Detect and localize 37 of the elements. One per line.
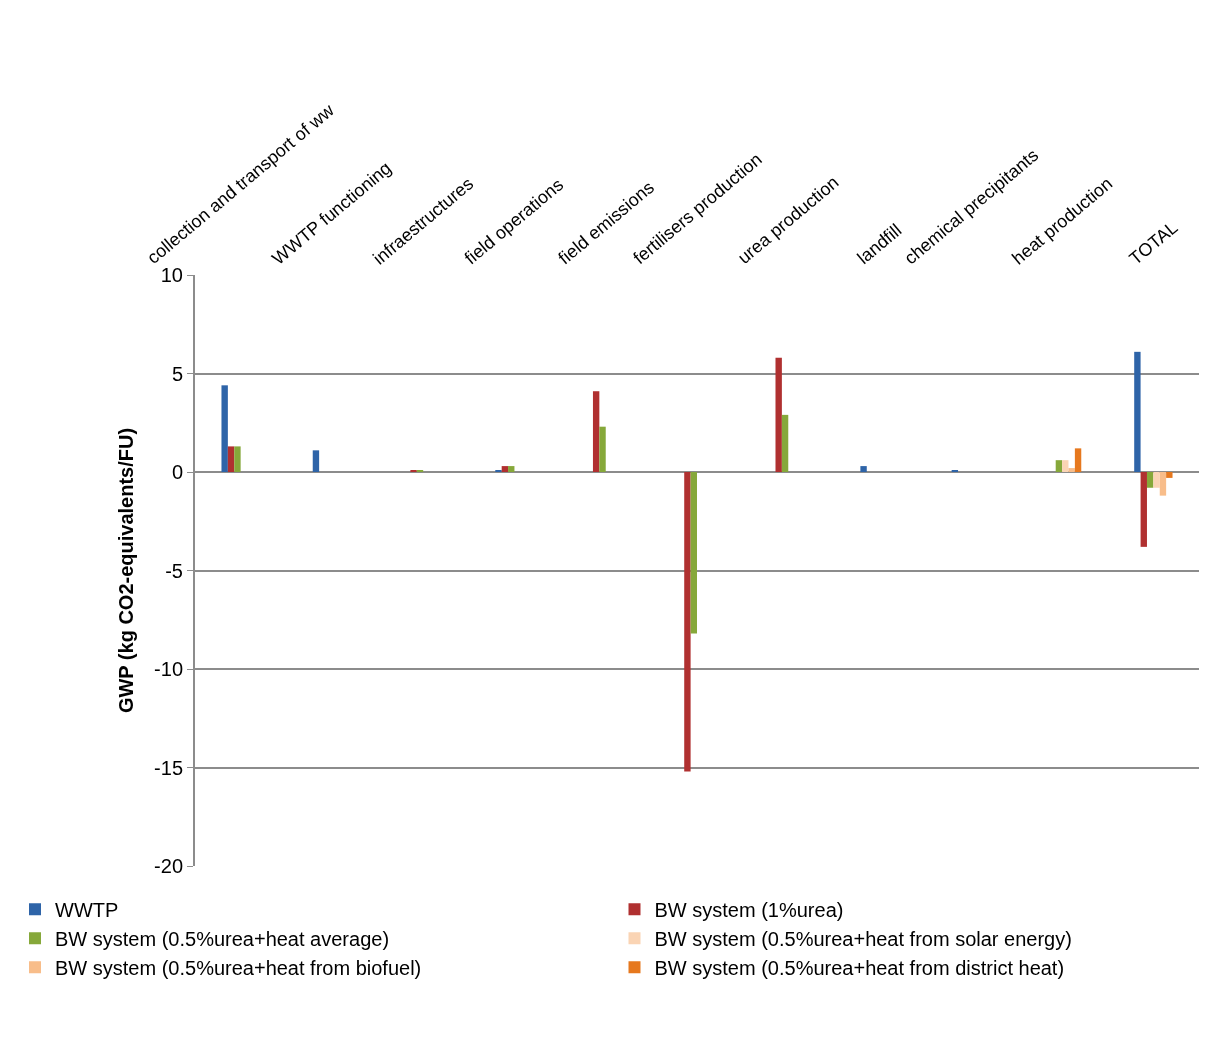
y-tick-label: -10: [154, 658, 183, 680]
bar: [1159, 472, 1167, 496]
bar: [1068, 468, 1075, 472]
y-tick-label: -20: [154, 855, 183, 877]
legend-label: BW system (0.5%urea+heat from district heat): [654, 956, 1065, 979]
bar: [1074, 448, 1082, 472]
bar: [592, 391, 600, 472]
y-axis-title: GWP (kg CO2-equivalents/FU): [115, 427, 138, 714]
bar: [690, 472, 697, 634]
bar: [508, 466, 515, 472]
legend-label: BW system (0.5%urea+heat from biofuel): [55, 956, 422, 979]
bar: [781, 414, 789, 472]
y-tick-label: 0: [171, 461, 183, 483]
bar: [1062, 460, 1069, 472]
bar: [775, 357, 782, 472]
bar: [312, 450, 320, 472]
bar: [1153, 472, 1160, 488]
y-tick-label: -5: [165, 559, 183, 582]
bar: [1055, 460, 1063, 472]
bar: [234, 446, 241, 472]
bar: [1140, 472, 1147, 547]
bar: [221, 385, 228, 472]
bar: [684, 472, 691, 772]
bar: [860, 466, 867, 472]
y-tick-label: 10: [160, 264, 183, 286]
bar: [501, 466, 509, 472]
y-tick-label: -15: [154, 756, 183, 779]
bar: [227, 446, 235, 472]
legend-label: BW system (0.5%urea+heat from solar energy): [654, 927, 1072, 950]
bar: [1146, 472, 1154, 488]
y-tick-label: 5: [171, 362, 183, 385]
legend-label: WWTP: [55, 898, 119, 921]
bar: [1166, 472, 1173, 478]
legend-label: BW system (0.5%urea+heat average): [55, 927, 390, 950]
bar: [1134, 351, 1141, 472]
legend-label: BW system (1%urea): [654, 898, 844, 921]
bar: [599, 426, 606, 472]
